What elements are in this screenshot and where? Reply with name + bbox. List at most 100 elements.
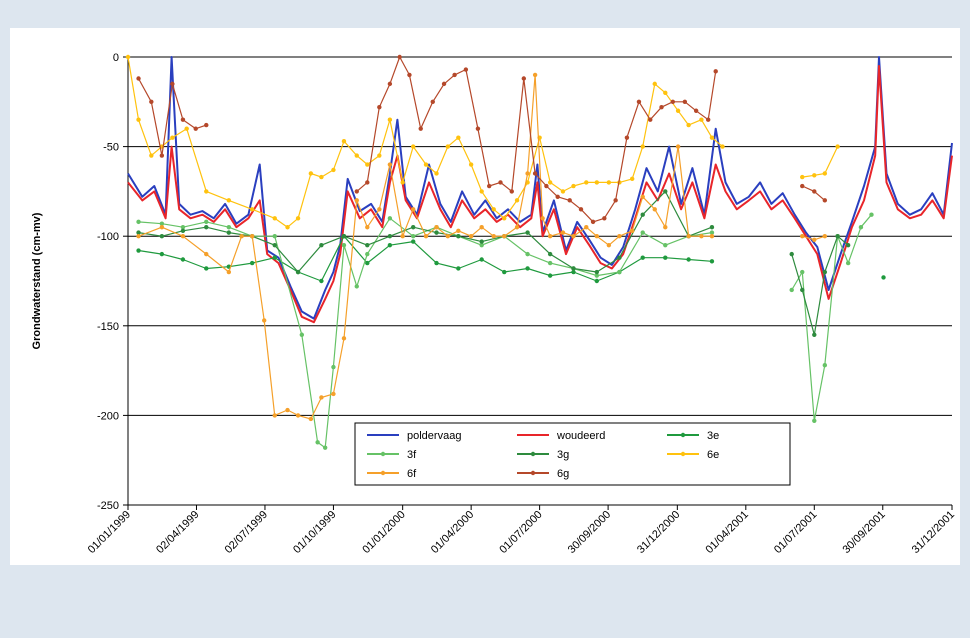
- data-point: [365, 251, 370, 257]
- data-point: [686, 122, 691, 128]
- data-point: [159, 234, 165, 239]
- data-point: [800, 287, 805, 293]
- data-point: [617, 234, 622, 239]
- data-point: [354, 153, 359, 158]
- data-point: [411, 239, 416, 244]
- data-point: [136, 234, 141, 239]
- data-point: [456, 266, 461, 271]
- data-point: [640, 144, 645, 149]
- data-point: [272, 242, 277, 248]
- data-point: [547, 234, 553, 239]
- data-point: [624, 135, 630, 140]
- data-point: [180, 225, 186, 230]
- data-point: [400, 180, 405, 185]
- data-point: [341, 139, 347, 144]
- data-point: [705, 117, 711, 122]
- data-point: [544, 183, 549, 189]
- data-point: [652, 81, 657, 87]
- data-point: [594, 278, 600, 284]
- data-point: [532, 72, 538, 78]
- data-point: [560, 189, 566, 194]
- series-line: [127, 65, 953, 324]
- data-point: [149, 99, 154, 105]
- data-point: [547, 273, 553, 278]
- data-point: [411, 234, 416, 239]
- data-point: [479, 242, 484, 248]
- data-point: [468, 234, 474, 239]
- data-point: [845, 260, 851, 266]
- data-point: [709, 225, 715, 230]
- data-point: [812, 332, 817, 337]
- data-point: [400, 234, 405, 239]
- legend-label: 6g: [557, 468, 569, 480]
- data-point: [322, 445, 328, 450]
- data-point: [487, 183, 492, 189]
- data-point: [434, 230, 439, 235]
- data-point: [319, 242, 324, 248]
- data-point: [180, 117, 186, 122]
- data-point: [249, 234, 255, 239]
- data-point: [377, 104, 382, 110]
- data-point: [822, 269, 828, 275]
- data-point: [272, 234, 277, 239]
- legend-marker: [680, 432, 686, 438]
- data-point: [547, 180, 553, 185]
- data-point: [617, 255, 622, 260]
- data-point: [423, 162, 429, 167]
- data-point: [193, 126, 198, 131]
- y-tick-label: -50: [103, 142, 119, 154]
- legend-label: woudeerd: [556, 430, 605, 442]
- data-point: [525, 266, 530, 271]
- data-point: [295, 269, 301, 275]
- data-point: [331, 364, 336, 370]
- data-point: [663, 90, 668, 96]
- data-point: [159, 251, 165, 257]
- data-point: [180, 234, 186, 239]
- data-point: [423, 234, 429, 239]
- data-point: [341, 234, 347, 239]
- data-point: [387, 81, 393, 87]
- legend: poldervaag woudeerd 3e 3f 3g 6e 6f 6g: [354, 422, 791, 486]
- data-point: [822, 171, 828, 176]
- data-point: [709, 230, 715, 235]
- data-point: [434, 260, 439, 266]
- legend-marker: [380, 470, 386, 476]
- data-point: [602, 216, 607, 221]
- data-point: [295, 216, 301, 221]
- data-point: [881, 275, 886, 280]
- data-point: [540, 216, 545, 221]
- data-point: [502, 216, 507, 221]
- data-point: [822, 363, 828, 368]
- data-point: [675, 144, 681, 149]
- data-point: [418, 126, 423, 131]
- data-point: [709, 259, 715, 264]
- data-point: [475, 126, 481, 131]
- data-point: [456, 234, 461, 239]
- data-point: [571, 234, 576, 239]
- data-point: [571, 266, 576, 271]
- data-point: [606, 242, 612, 248]
- data-point: [812, 418, 817, 423]
- data-point: [560, 230, 566, 235]
- data-point: [434, 171, 439, 176]
- data-point: [525, 230, 530, 235]
- data-point: [613, 198, 618, 203]
- data-point: [411, 225, 416, 230]
- data-point: [640, 230, 645, 235]
- data-point: [822, 234, 828, 239]
- data-point: [354, 198, 359, 203]
- data-point: [319, 278, 324, 284]
- legend-label: 3f: [407, 449, 417, 461]
- data-point: [584, 180, 589, 185]
- data-point: [498, 180, 503, 185]
- data-point: [640, 212, 645, 217]
- data-point: [675, 108, 681, 113]
- data-point: [555, 194, 560, 199]
- y-tick-label: -200: [97, 410, 119, 422]
- data-point: [262, 318, 267, 323]
- data-point: [709, 135, 715, 140]
- data-point: [180, 257, 186, 262]
- data-point: [479, 225, 484, 230]
- data-point: [308, 171, 314, 176]
- data-point: [663, 189, 668, 194]
